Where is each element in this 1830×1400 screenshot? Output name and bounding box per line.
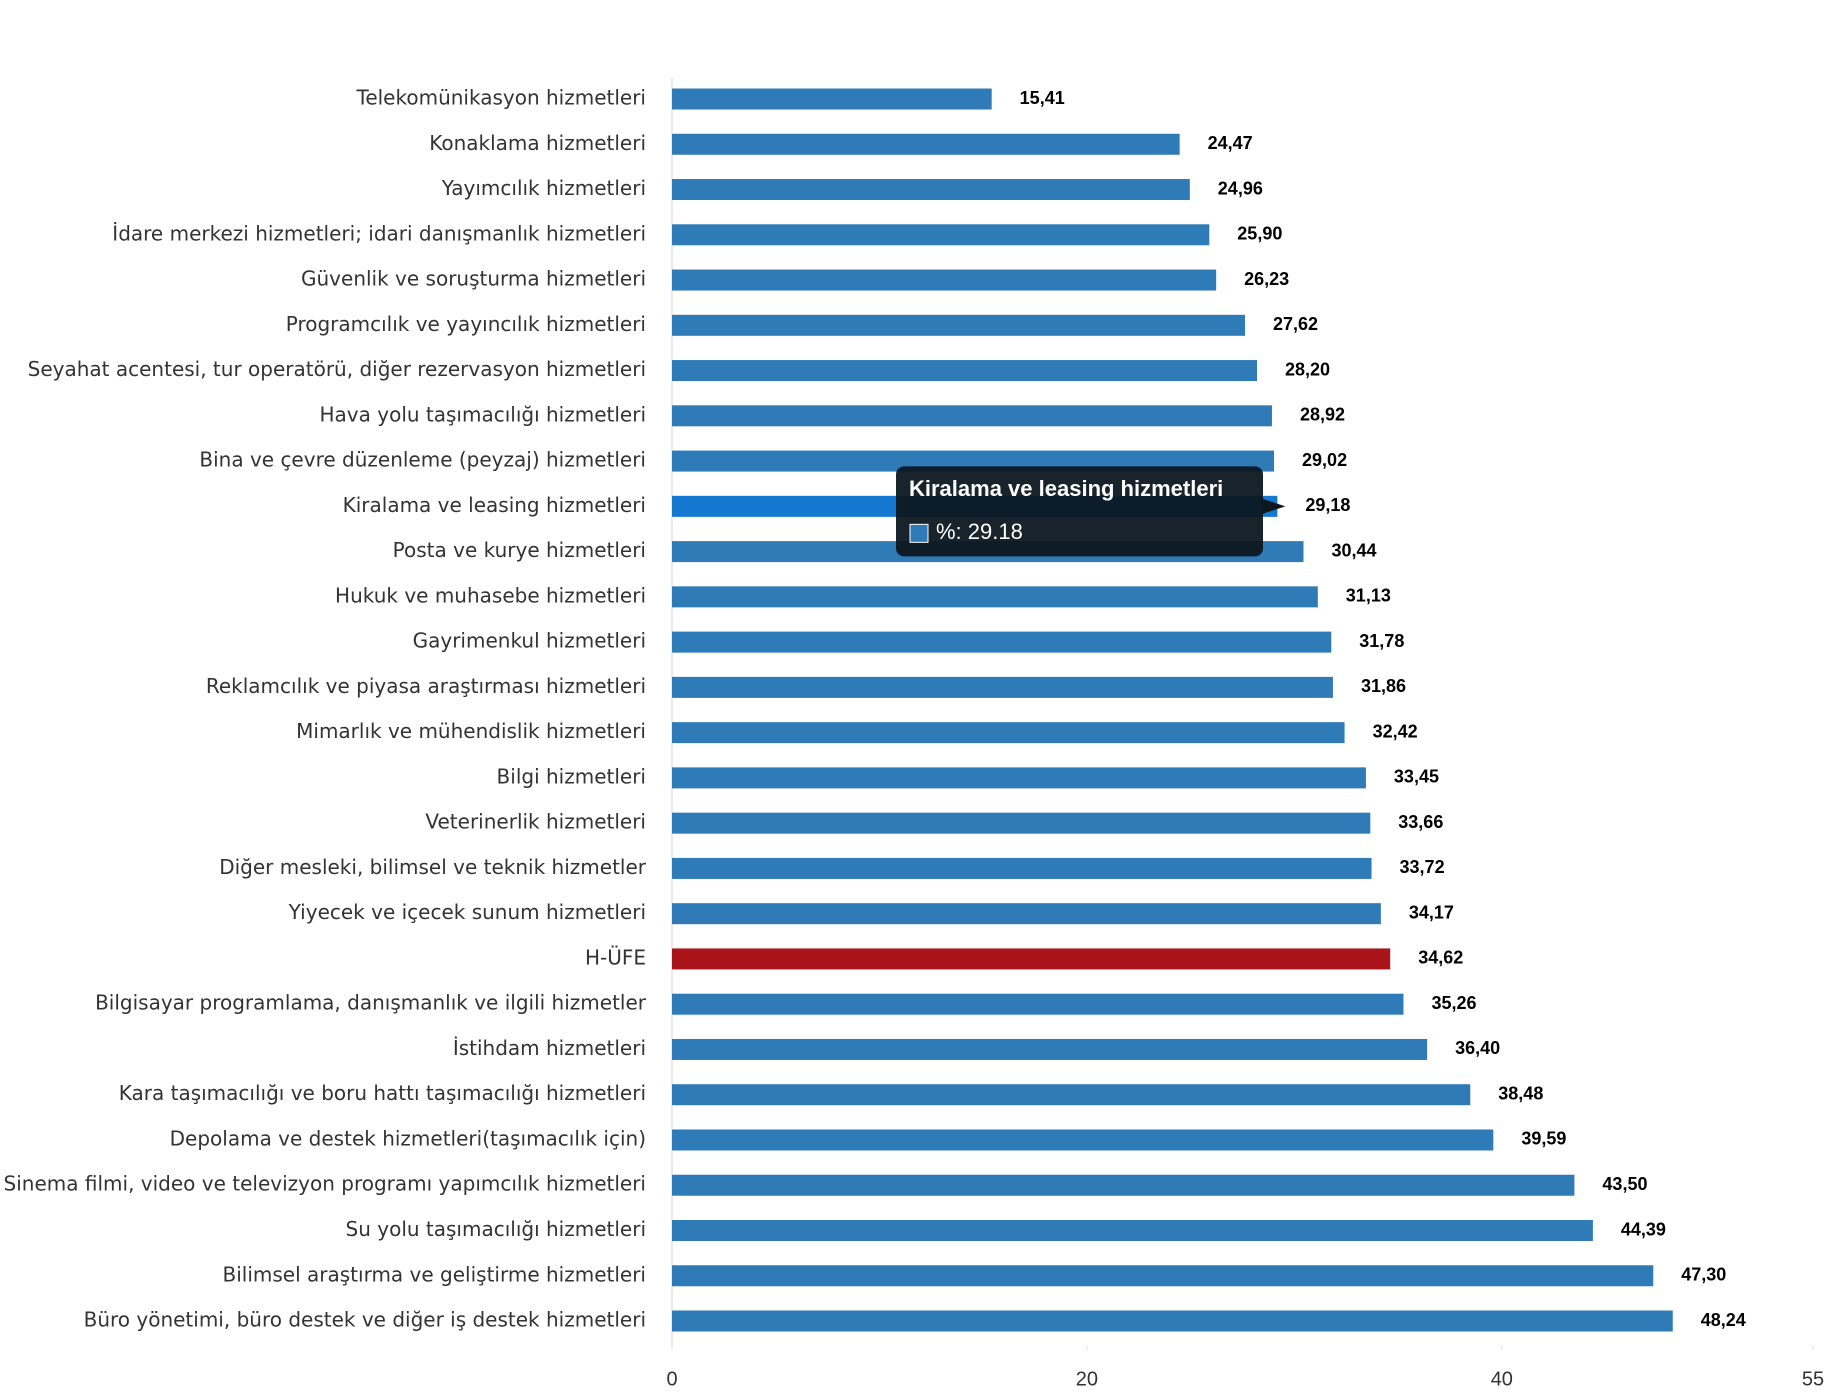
y-tick-label: Depolama ve destek hizmetleri(taşımacılı… [170, 1126, 646, 1150]
y-tick-label: Sinema filmi, video ve televizyon progra… [4, 1172, 646, 1196]
tooltip-box [896, 466, 1263, 557]
y-tick-label: Kara taşımacılığı ve boru hattı taşımacı… [119, 1081, 646, 1105]
tooltip-title: Kiralama ve leasing hizmetleri [909, 476, 1223, 501]
y-tick-label: Bilimsel araştırma ve geliştirme hizmetl… [223, 1262, 646, 1286]
y-tick-label: Hukuk ve muhasebe hizmetleri [335, 583, 646, 607]
y-tick-label: Bilgi hizmetleri [497, 764, 646, 788]
y-tick-label: H-ÜFE [585, 945, 646, 969]
tooltip: Kiralama ve leasing hizmetleri %: 29.18 [896, 466, 1286, 557]
value-label: 25,90 [1237, 224, 1282, 244]
tooltip-text: %: 29.18 [936, 519, 1023, 544]
y-tick-label: Bilgisayar programlama, danışmanlık ve i… [95, 991, 647, 1015]
bar [672, 948, 1391, 970]
y-tick-label: Telekomünikasyon hizmetleri [356, 86, 647, 110]
value-label: 39,59 [1521, 1129, 1566, 1149]
y-tick-label: Programcılık ve yayıncılık hizmetleri [286, 312, 646, 336]
y-tick-label: Yayımcılık hizmetleri [441, 176, 646, 200]
bar [672, 88, 992, 110]
value-label: 31,78 [1359, 631, 1404, 651]
bar [672, 722, 1345, 744]
y-tick-label: Reklamcılık ve piyasa araştırması hizmet… [206, 674, 646, 698]
value-label: 15,41 [1020, 88, 1065, 108]
bar [672, 1265, 1654, 1287]
y-tick-label: Su yolu taşımacılığı hizmetleri [346, 1217, 646, 1241]
bar [672, 133, 1180, 155]
x-tick-label: 0 [666, 1368, 677, 1390]
y-tick-label: Veterinerlik hizmetleri [425, 810, 646, 834]
x-tick-label: 40 [1491, 1368, 1513, 1390]
bar [672, 1129, 1494, 1151]
value-label: 33,66 [1398, 812, 1443, 832]
y-tick-label: Diğer mesleki, bilimsel ve teknik hizmet… [219, 855, 647, 879]
bar [672, 767, 1366, 789]
bar [672, 903, 1381, 925]
x-tick-label: 55 [1802, 1368, 1824, 1390]
x-tick-label: 20 [1076, 1368, 1098, 1390]
value-label: 34,62 [1418, 948, 1463, 968]
value-label: 38,48 [1498, 1083, 1543, 1103]
y-tick-label: Posta ve kurye hizmetleri [393, 538, 646, 562]
bar [672, 586, 1318, 608]
value-label: 36,40 [1455, 1038, 1500, 1058]
value-label: 28,20 [1285, 359, 1330, 379]
value-label: 24,47 [1208, 133, 1253, 153]
bar [672, 314, 1245, 336]
value-label: 29,18 [1305, 495, 1350, 515]
value-label: 33,72 [1400, 857, 1445, 877]
y-tick-label: İstihdam hizmetleri [453, 1036, 646, 1060]
y-tick-label: Mimarlık ve mühendislik hizmetleri [296, 719, 646, 743]
value-label: 44,39 [1621, 1219, 1666, 1239]
y-tick-label: Seyahat acentesi, tur operatörü, diğer r… [28, 357, 646, 381]
value-label: 28,92 [1300, 405, 1345, 425]
y-tick-label: Büro yönetimi, büro destek ve diğer iş d… [84, 1308, 646, 1332]
value-label: 27,62 [1273, 314, 1318, 334]
y-tick-label: Güvenlik ve soruşturma hizmetleri [301, 267, 646, 291]
bar [672, 993, 1404, 1015]
y-tick-label: Bina ve çevre düzenleme (peyzaj) hizmetl… [199, 448, 646, 472]
bar [672, 1084, 1471, 1106]
value-label: 48,24 [1701, 1310, 1746, 1330]
value-label: 33,45 [1394, 767, 1439, 787]
y-tick-label: Gayrimenkul hizmetleri [413, 629, 646, 653]
value-label: 43,50 [1602, 1174, 1647, 1194]
y-tick-label: Hava yolu taşımacılığı hizmetleri [320, 402, 647, 426]
y-tick-label: Kiralama ve leasing hizmetleri [343, 493, 646, 517]
bar [672, 1220, 1593, 1241]
value-label: 35,26 [1431, 993, 1476, 1013]
value-label: 30,44 [1331, 540, 1376, 560]
bar [672, 812, 1371, 834]
value-label: 34,17 [1409, 902, 1454, 922]
bar [672, 450, 1275, 472]
y-tick-label: Yiyecek ve içecek sunum hizmetleri [288, 900, 646, 924]
tooltip-swatch [909, 523, 929, 543]
bar [672, 1310, 1673, 1332]
bar [672, 857, 1372, 879]
value-label: 47,30 [1681, 1265, 1726, 1285]
bar [672, 631, 1332, 653]
value-label: 32,42 [1373, 721, 1418, 741]
bar [672, 1038, 1428, 1060]
bar [672, 405, 1272, 427]
value-label: 31,86 [1361, 676, 1406, 696]
bar [672, 1174, 1575, 1196]
bar [672, 224, 1210, 246]
y-tick-label: İdare merkezi hizmetleri; idari danışman… [112, 221, 646, 245]
value-label: 31,13 [1346, 586, 1391, 606]
value-label: 24,96 [1218, 178, 1263, 198]
bar [672, 360, 1258, 382]
value-label: 26,23 [1244, 269, 1289, 289]
bar [672, 269, 1217, 291]
bar [672, 676, 1333, 698]
tooltip-arrow [1261, 498, 1286, 515]
bar [672, 179, 1190, 201]
y-tick-label: Konaklama hizmetleri [429, 131, 646, 155]
value-label: 29,02 [1302, 450, 1347, 470]
